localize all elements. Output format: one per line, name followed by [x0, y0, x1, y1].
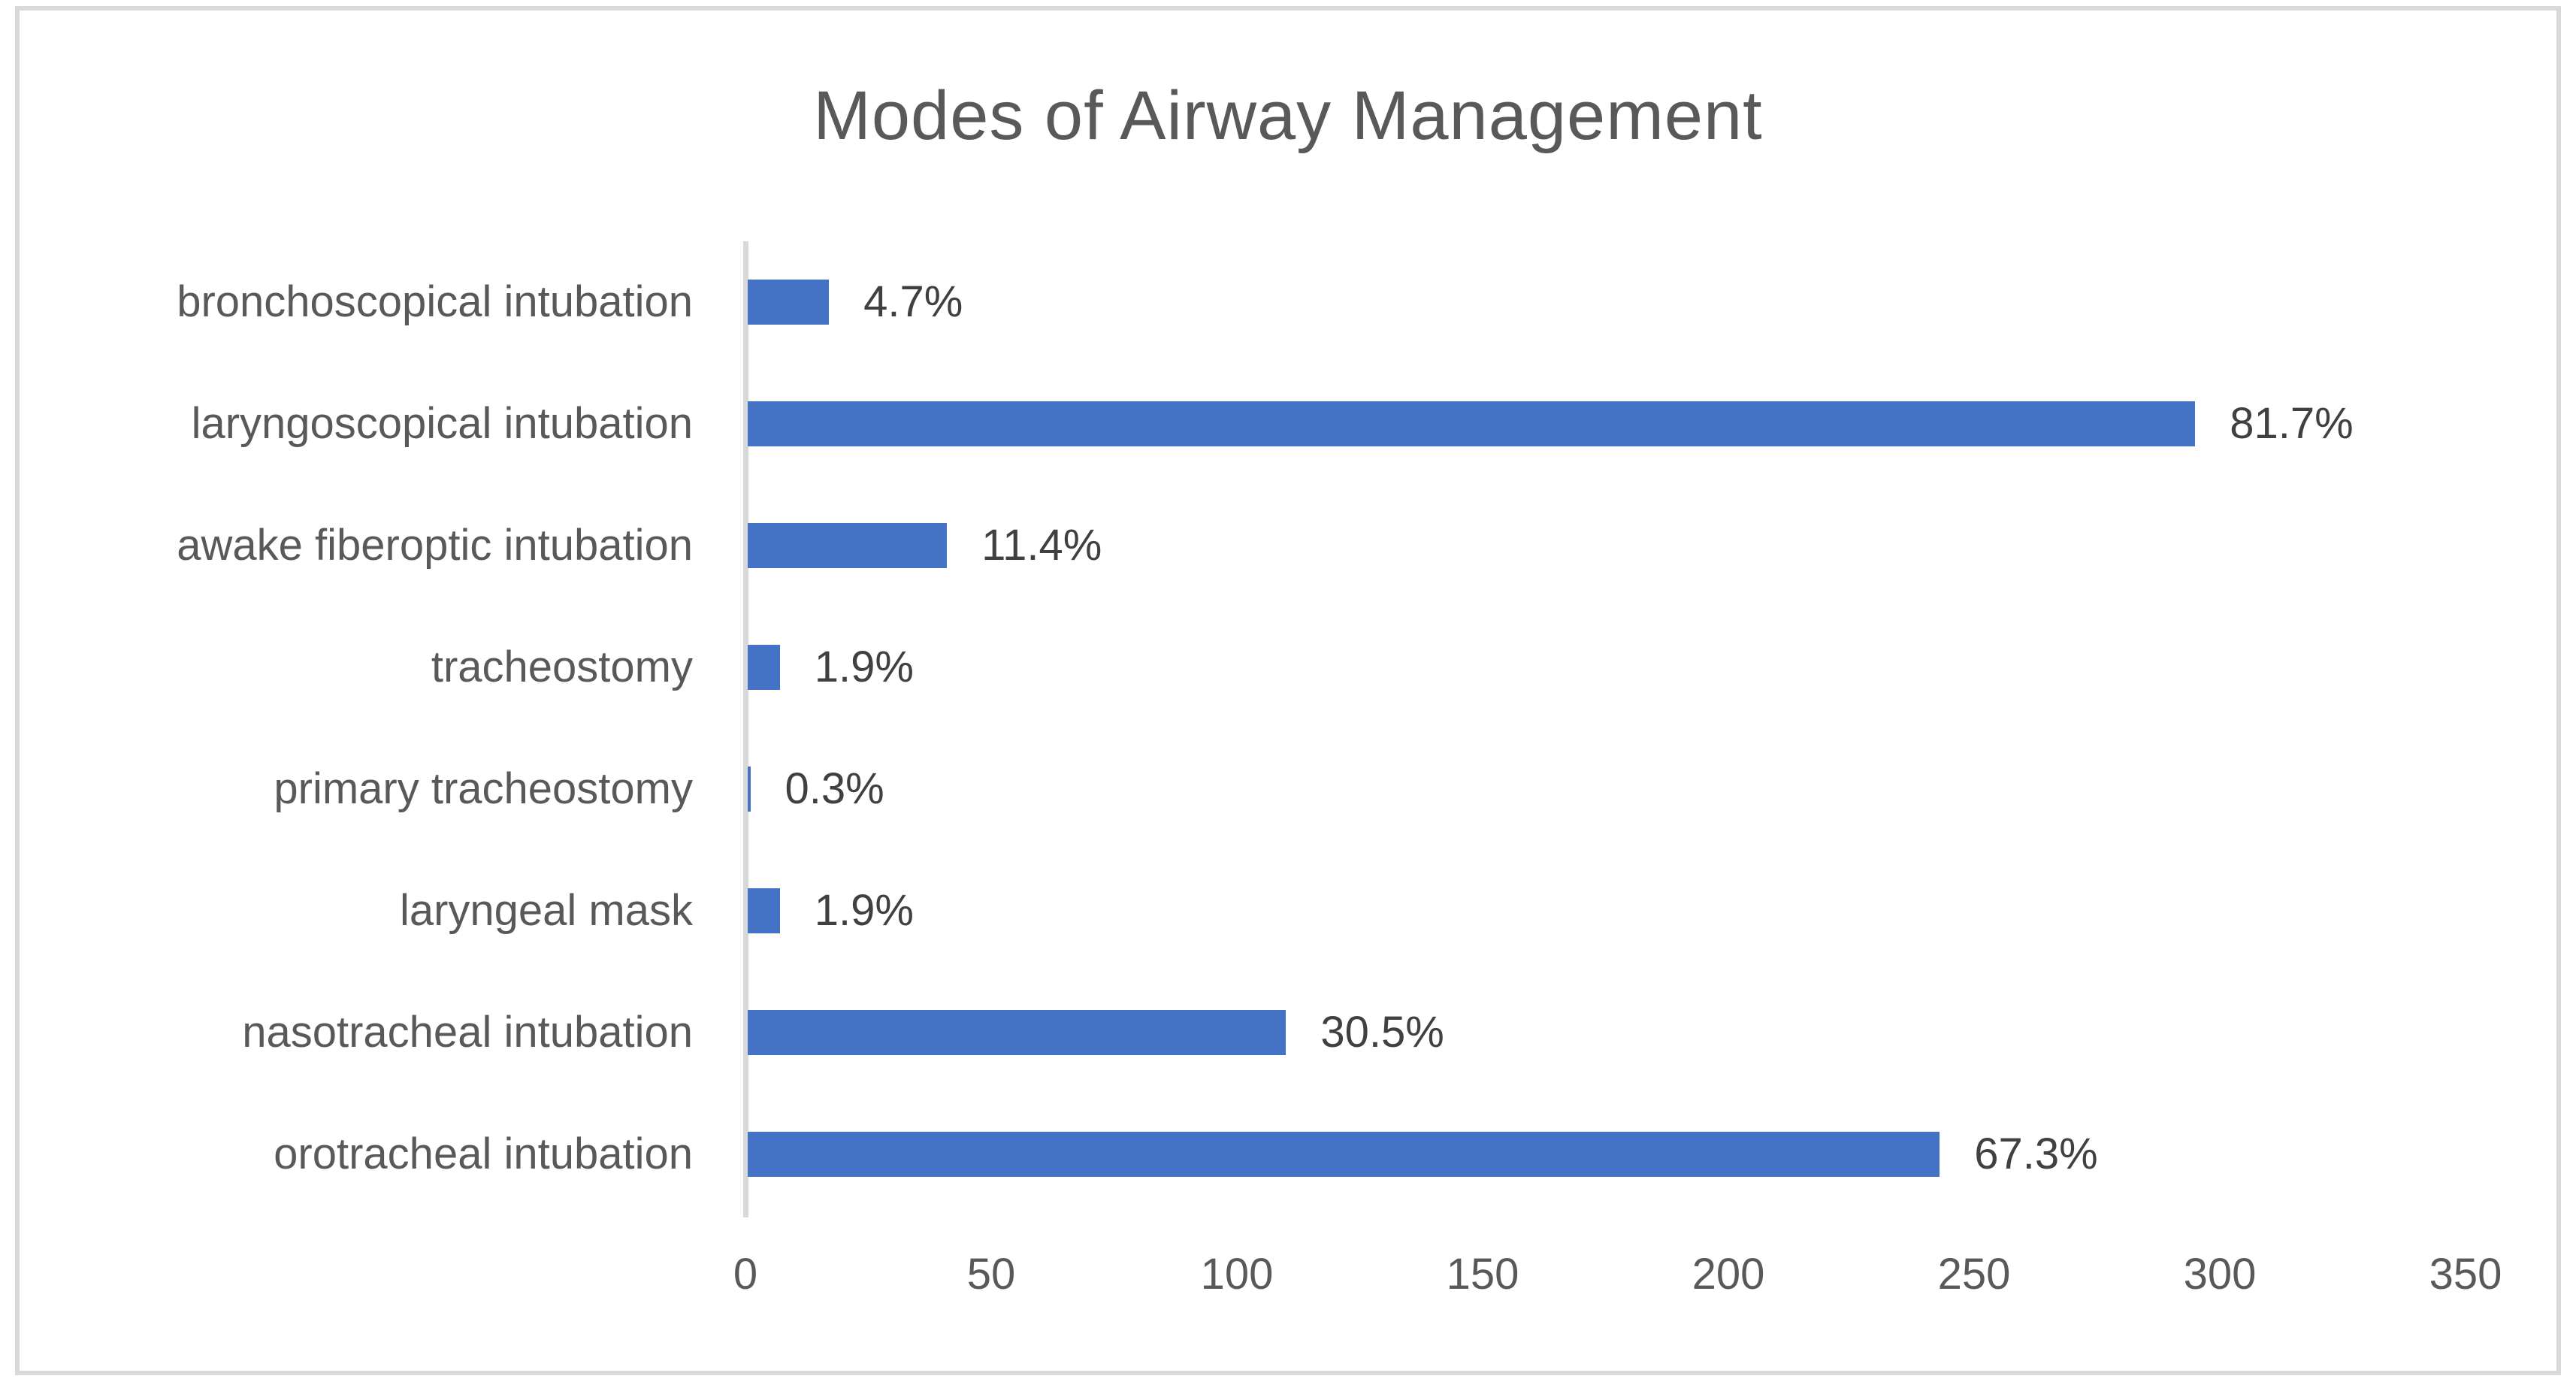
data-label: 4.7%: [863, 277, 963, 326]
data-label: 0.3%: [785, 764, 884, 813]
data-label: 1.9%: [814, 643, 914, 691]
category-label: nasotracheal intubation: [242, 1008, 693, 1057]
data-label: 1.9%: [814, 886, 914, 935]
chart-title: Modes of Airway Management: [813, 77, 1763, 154]
x-tick-label: 0: [733, 1250, 758, 1299]
x-tick-label: 50: [966, 1250, 1016, 1299]
category-label: primary tracheostomy: [274, 764, 693, 813]
category-label: orotracheal intubation: [274, 1129, 693, 1178]
x-tick-label: 150: [1446, 1250, 1519, 1299]
category-label: awake fiberoptic intubation: [177, 521, 693, 570]
category-label: laryngoscopical intubation: [191, 399, 693, 448]
bar: [748, 888, 780, 933]
x-tick-label: 250: [1937, 1250, 2011, 1299]
category-axis-line: [743, 241, 748, 1217]
data-label: 30.5%: [1320, 1008, 1444, 1057]
category-label: bronchoscopical intubation: [177, 277, 693, 326]
data-label: 81.7%: [2230, 399, 2354, 448]
category-label: laryngeal mask: [399, 886, 693, 935]
bar: [748, 1132, 1940, 1177]
bar: [748, 401, 2196, 446]
data-label: 67.3%: [1974, 1129, 2098, 1178]
x-tick-label: 100: [1200, 1250, 1274, 1299]
x-tick-label: 350: [2429, 1250, 2502, 1299]
bar: [748, 645, 780, 690]
bar: [748, 280, 830, 325]
bar: [748, 767, 751, 812]
bar: [748, 1010, 1286, 1055]
bar: [748, 523, 948, 568]
x-tick-label: 200: [1692, 1250, 1765, 1299]
data-label: 11.4%: [981, 521, 1102, 570]
category-label: tracheostomy: [431, 643, 693, 691]
x-tick-label: 300: [2183, 1250, 2257, 1299]
